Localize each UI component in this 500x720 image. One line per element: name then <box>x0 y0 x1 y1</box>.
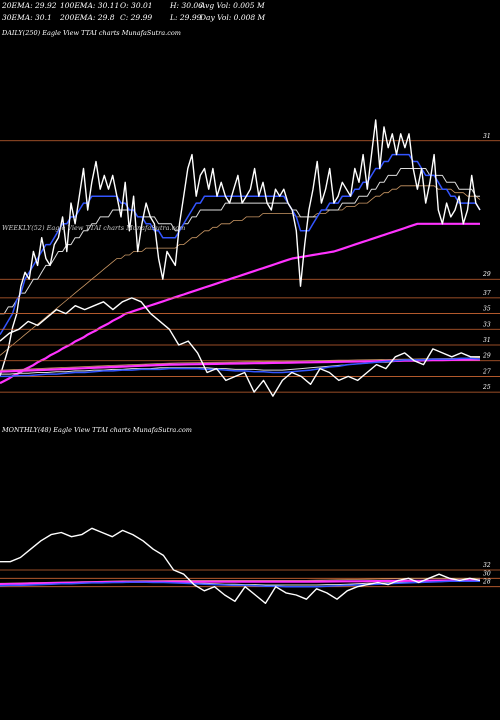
weekly-ema-mid-line <box>0 357 481 371</box>
weekly-ema-fast-line <box>0 357 481 378</box>
stat-ema30: 30EMA: 30.1 <box>2 13 52 22</box>
stat-close: C: 29.99 <box>120 13 153 22</box>
y-tick-weekly-37: 37 <box>483 290 491 297</box>
stat-ema100: 100EMA: 30.11 <box>60 1 120 10</box>
daily-ema-fast-line <box>0 153 481 335</box>
weekly-panel-label: WEEKLY(52) Eagle View TTAI charts Munafa… <box>2 224 186 232</box>
daily-ema-long-line <box>0 222 480 385</box>
weekly-chart: 37 35 33 31 29 27 25 <box>0 290 500 397</box>
y-tick-weekly-27: 27 <box>482 368 491 375</box>
stat-low: L: 29.99 <box>170 13 202 22</box>
daily-ema-slow-line <box>0 168 480 315</box>
stat-open: O: 30.01 <box>120 1 153 10</box>
daily-price-line <box>0 119 481 377</box>
daily-ema-mid-line <box>0 185 481 356</box>
y-tick-weekly-35: 35 <box>483 306 491 313</box>
stat-ema200: 200EMA: 29.8 <box>60 13 115 22</box>
monthly-ema-long-line <box>0 579 480 586</box>
stat-high: H: 30.06 <box>170 1 203 10</box>
y-tick-weekly-33: 33 <box>483 321 491 328</box>
y-tick-monthly-30: 30 <box>483 570 491 577</box>
monthly-price-line <box>0 527 481 604</box>
y-tick-daily-31: 31 <box>483 133 491 140</box>
daily-chart: 31 29 <box>0 119 500 385</box>
y-tick-weekly-29: 29 <box>482 353 491 360</box>
stat-avg-vol: Avg Vol: 0.005 M <box>200 1 265 10</box>
daily-panel-label: DAILY(250) Eagle View TTAI charts Munafa… <box>2 29 181 37</box>
y-tick-monthly-28: 28 <box>482 579 491 586</box>
y-tick-daily-29: 29 <box>482 271 491 278</box>
y-tick-weekly-31: 31 <box>483 337 491 344</box>
y-tick-monthly-32: 32 <box>483 562 491 569</box>
monthly-ema-fast-line <box>0 580 480 588</box>
stat-ema20: 20EMA: 29.92 <box>2 1 57 10</box>
stats-header: 20EMA: 29.92 100EMA: 30.11 O: 30.01 H: 3… <box>0 0 500 30</box>
monthly-panel-label: MONTHLY(48) Eagle View TTAI charts Munaf… <box>2 426 192 434</box>
y-tick-weekly-25: 25 <box>482 384 491 391</box>
weekly-price-line <box>0 297 480 397</box>
stat-day-vol: Day Vol: 0.008 M <box>200 13 266 22</box>
